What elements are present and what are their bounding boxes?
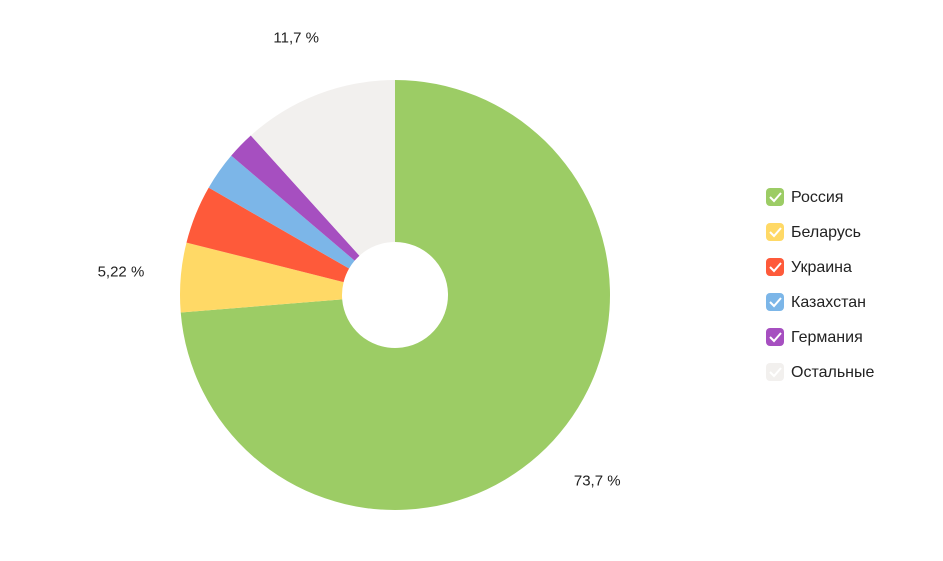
legend-check	[769, 332, 782, 343]
legend-swatch	[766, 363, 784, 381]
legend-label: Украина	[791, 259, 852, 276]
legend-swatch	[766, 258, 784, 276]
legend-label: Казахстан	[791, 294, 866, 311]
slice	[186, 187, 350, 283]
value-label: 11,7 %	[273, 29, 319, 46]
legend-item[interactable]: Германия	[766, 328, 863, 346]
legend-item[interactable]: Беларусь	[766, 223, 861, 241]
legend-check	[769, 192, 782, 203]
value-label: 73,7 %	[574, 472, 621, 489]
legend-swatch	[766, 293, 784, 311]
slice	[180, 80, 610, 510]
slice	[250, 80, 395, 256]
legend-label: Беларусь	[791, 224, 861, 241]
legend-item[interactable]: Казахстан	[766, 293, 866, 311]
slice	[231, 135, 360, 261]
slice	[179, 242, 344, 313]
value-label: 5,22 %	[98, 263, 145, 280]
legend-label: Россия	[791, 189, 843, 206]
slice	[208, 155, 355, 269]
legend-check	[769, 297, 782, 308]
legend-swatch	[766, 223, 784, 241]
legend-check	[769, 367, 782, 378]
legend-item[interactable]: Россия	[766, 188, 843, 206]
legend-item[interactable]: Остальные	[766, 363, 875, 381]
legend-check	[769, 227, 782, 238]
legend-label: Остальные	[791, 364, 875, 381]
legend-swatch	[766, 328, 784, 346]
legend-check	[769, 262, 782, 273]
legend-swatch	[766, 188, 784, 206]
legend-label: Германия	[791, 329, 863, 346]
legend-item[interactable]: Украина	[766, 258, 852, 276]
